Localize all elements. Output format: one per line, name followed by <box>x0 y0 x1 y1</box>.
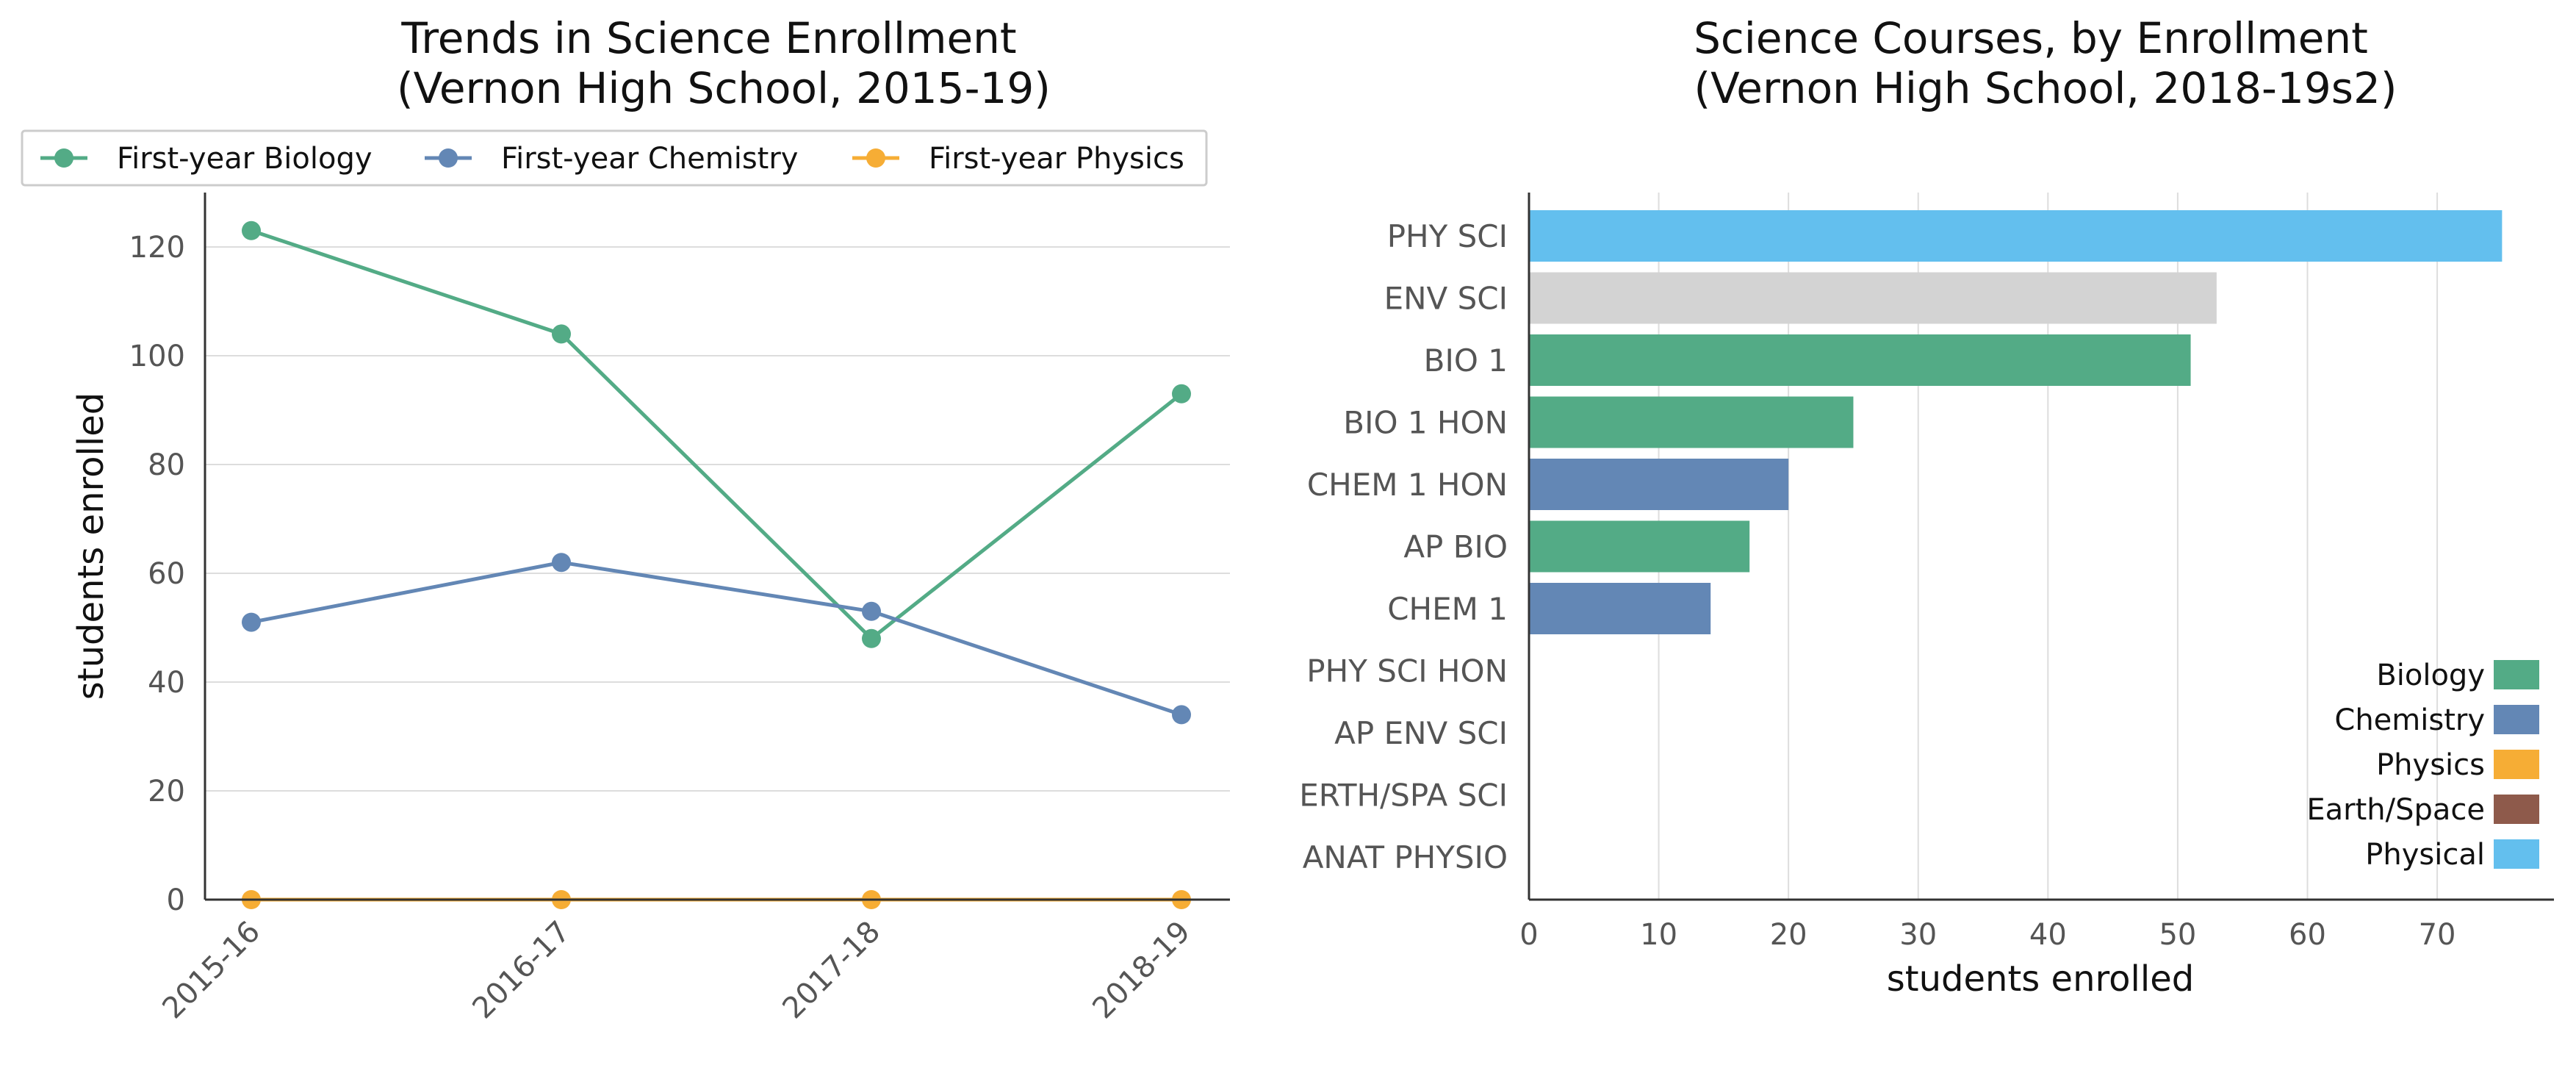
line-chart: Trends in Science Enrollment (Vernon Hig… <box>21 13 1230 1026</box>
series-point <box>242 220 261 240</box>
legend-swatch <box>2494 705 2539 734</box>
line-y-tick-label: 40 <box>148 666 185 700</box>
legend-swatch <box>2494 839 2539 869</box>
legend-label: Biology <box>2376 659 2485 692</box>
series-point <box>552 553 571 573</box>
bar-category-label: CHEM 1 <box>1387 591 1508 627</box>
bar <box>1529 272 2217 324</box>
bar-chart: Science Courses, by Enrollment (Vernon H… <box>1299 13 2554 1000</box>
line-legend-items: First-year Biology First-year Chemistry Fi… <box>40 142 1184 176</box>
line-chart-title-line2: (Vernon High School, 2015-19) <box>397 63 1051 113</box>
line-y-axis-label: students enrolled <box>71 392 112 700</box>
line-x-tick-label: 2015-16 <box>156 915 267 1026</box>
bar <box>1529 583 1711 634</box>
bar-x-tick-label: 0 <box>1519 918 1538 952</box>
legend-swatch <box>2494 750 2539 779</box>
bar <box>1529 334 2191 386</box>
bar <box>1529 459 1789 510</box>
bar <box>1529 210 2503 262</box>
bar-category-label: BIO 1 HON <box>1343 405 1508 441</box>
legend-swatch <box>2494 795 2539 824</box>
bar-category-label: AP BIO <box>1403 529 1508 565</box>
line-y-tick-label: 120 <box>129 231 185 265</box>
bar-chart-title-line2: (Vernon High School, 2018-19s2) <box>1694 63 2397 113</box>
legend-swatch <box>2494 660 2539 689</box>
bar-x-tick-label: 30 <box>1899 918 1937 952</box>
bar-category-label: PHY SCI HON <box>1306 653 1508 689</box>
line-x-tick-label: 2016-17 <box>466 915 577 1026</box>
bar-x-tick-label: 60 <box>2289 918 2326 952</box>
bar-x-tick-label: 10 <box>1640 918 1677 952</box>
bar-category-labels: PHY SCI ENV SCI BIO 1 BIO 1 HON CHEM 1 HON AP… <box>1299 218 1508 875</box>
legend-label: Physical <box>2365 838 2485 872</box>
bar-chart-title-line1: Science Courses, by Enrollment <box>1694 13 2368 63</box>
line-y-ticks: 0 20 40 60 80 100 120 <box>129 231 185 917</box>
bar-group <box>1529 210 2503 634</box>
series-point <box>862 628 881 648</box>
line-x-tick-label: 2017-18 <box>776 915 887 1026</box>
bar <box>1529 520 1750 573</box>
line-y-tick-label: 100 <box>129 340 185 373</box>
bar-category-label: CHEM 1 HON <box>1307 467 1508 503</box>
line-legend-frame <box>21 129 1208 187</box>
series-point <box>1172 384 1191 404</box>
line-x-ticks: 2015-16 2016-17 2017-18 2018-19 <box>156 915 1197 1026</box>
bar-x-ticks: 0 10 20 30 40 50 60 70 <box>1519 918 2456 952</box>
legend-label: First-year Physics <box>929 142 1184 176</box>
bar-x-tick-label: 70 <box>2419 918 2456 952</box>
bar <box>1529 396 1854 448</box>
series-line-0 <box>251 229 1183 641</box>
legend-label: First-year Biology <box>117 142 373 176</box>
bar-category-label: ENV SCI <box>1384 281 1508 317</box>
bar-x-axis-label: students enrolled <box>1887 958 2194 1000</box>
bar-x-tick-label: 40 <box>2029 918 2067 952</box>
legend-marker <box>439 148 458 168</box>
line-y-tick-label: 80 <box>148 448 185 482</box>
line-gridlines <box>205 246 1230 792</box>
legend-label: First-year Chemistry <box>501 142 798 176</box>
bar-category-label: ERTH/SPA SCI <box>1299 778 1508 814</box>
bar-x-tick-label: 20 <box>1770 918 1807 952</box>
series-point <box>862 601 881 621</box>
bar-category-label: AP ENV SCI <box>1334 715 1508 751</box>
line-series-group <box>242 220 1191 909</box>
legend-label: Chemistry <box>2334 703 2485 737</box>
line-y-tick-label: 20 <box>148 775 185 808</box>
legend-label: Physics <box>2376 748 2485 782</box>
bar-category-label: BIO 1 <box>1424 343 1508 379</box>
line-y-tick-label: 60 <box>148 557 185 591</box>
bar-category-label: PHY SCI <box>1387 218 1508 254</box>
line-y-tick-label: 0 <box>167 883 185 917</box>
bar-x-tick-label: 50 <box>2159 918 2196 952</box>
legend-marker <box>866 148 885 168</box>
bar-legend: Biology Chemistry Physics Earth/Space Physic… <box>2306 659 2539 872</box>
line-chart-title-line1: Trends in Science Enrollment <box>400 13 1016 63</box>
series-point <box>552 324 571 344</box>
line-legend: First-year Biology First-year Chemistry Fi… <box>21 129 1208 187</box>
line-x-tick-label: 2018-19 <box>1086 915 1197 1026</box>
series-point <box>242 612 261 632</box>
legend-label: Earth/Space <box>2306 793 2485 827</box>
legend-marker <box>54 148 73 168</box>
series-point <box>1172 705 1191 725</box>
bar-category-label: ANAT PHYSIO <box>1303 839 1508 875</box>
series-line-1 <box>251 560 1182 717</box>
